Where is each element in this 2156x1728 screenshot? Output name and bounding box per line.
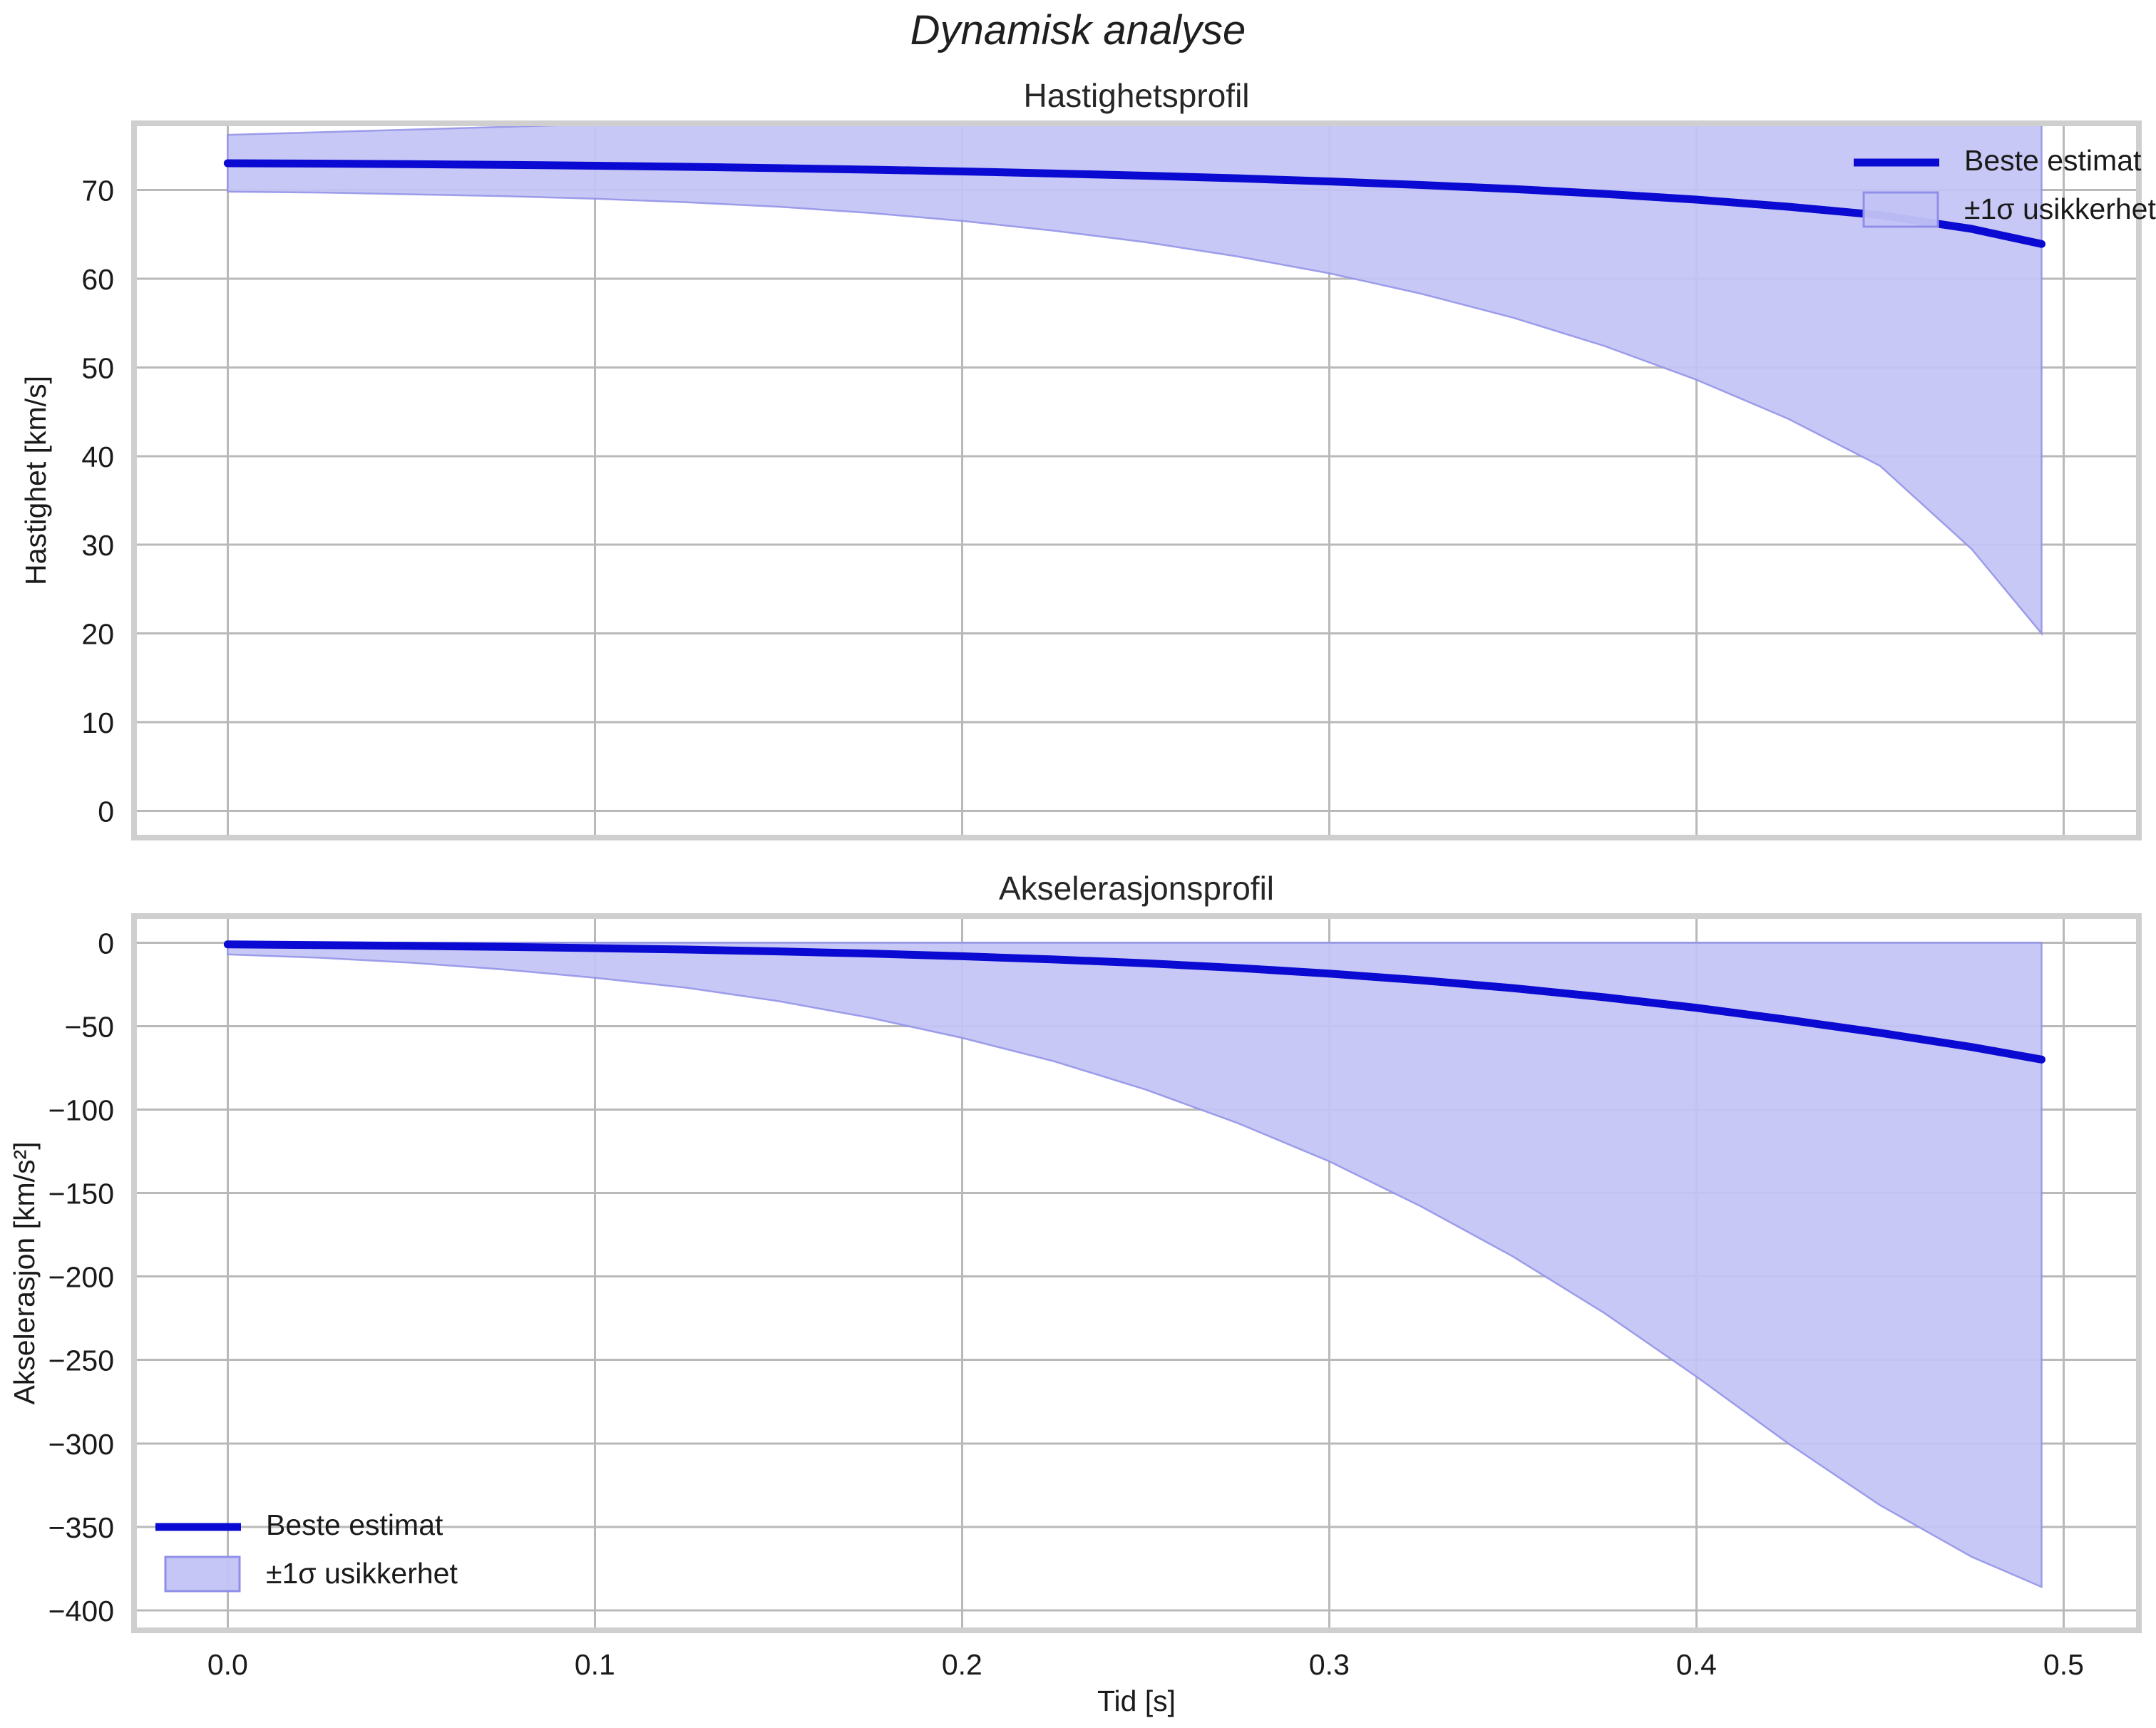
legend-band-swatch (164, 1555, 241, 1593)
legend-label-best-estimate: Beste estimat (266, 1508, 443, 1541)
ytick-label: −200 (48, 1261, 114, 1294)
ytick-label: −350 (48, 1511, 114, 1544)
best-estimate-line (223, 940, 2046, 1064)
x-axis-label: Tid [s] (1097, 1685, 1176, 1717)
xtick-labels-acceleration: 0.0 0.1 0.2 0.3 0.4 0.5 (207, 1648, 2084, 1681)
subplot-hastighetsprofil: Hastighetsprofil 0 10 20 30 40 50 60 70 Hastigh… (19, 77, 2156, 840)
ytick-label: 60 (81, 263, 114, 296)
ytick-label: −150 (48, 1178, 114, 1210)
ytick-label: 10 (81, 706, 114, 739)
axes-frame-velocity (131, 120, 2142, 840)
ytick-labels-velocity: 0 10 20 30 40 50 60 70 (81, 174, 114, 828)
subplot-title-velocity: Hastighetsprofil (1023, 77, 1249, 114)
ytick-label: 50 (81, 351, 114, 384)
xtick-label: 0.2 (942, 1648, 982, 1681)
best-estimate-line (223, 159, 2046, 248)
xtick-label: 0.1 (575, 1648, 615, 1681)
ytick-label: −300 (48, 1428, 114, 1461)
ytick-label: −50 (64, 1011, 114, 1044)
xtick-label: 0.4 (1676, 1648, 1717, 1681)
ytick-label: 40 (81, 441, 114, 473)
ytick-label: 70 (81, 174, 114, 207)
xtick-label: 0.3 (1309, 1648, 1350, 1681)
subplot-title-acceleration: Akselerasjonsprofil (999, 870, 1274, 907)
xtick-label: 0.0 (207, 1648, 248, 1681)
clipped-data-group (223, 123, 2046, 637)
ytick-labels-acceleration: 0 −50 −100 −150 −200 −250 −300 −350 −400 (48, 927, 114, 1627)
legend-label-uncertainty: ±1σ usikkerhet (266, 1557, 458, 1590)
legend-label-uncertainty: ±1σ usikkerhet (1964, 192, 2156, 225)
ytick-label: −100 (48, 1094, 114, 1127)
legend-label-best-estimate: Beste estimat (1964, 144, 2142, 177)
axes-frame-acceleration (131, 913, 2142, 1633)
subplot-akselerasjonsprofil: Akselerasjonsprofil 0 −50 −100 −150 −200 −250… (8, 870, 2142, 1717)
legend-band-swatch (1862, 191, 1939, 228)
uncertainty-band (227, 123, 2043, 637)
y-axis-label-velocity: Hastighet [km/s] (19, 376, 52, 585)
ytick-label: −250 (48, 1344, 114, 1377)
ytick-label: −400 (48, 1595, 114, 1627)
uncertainty-band (227, 942, 2043, 1589)
legend-velocity[interactable]: Beste estimat ±1σ usikkerhet (1854, 144, 2156, 228)
plot-data-velocity (223, 123, 2046, 637)
ytick-label: 0 (98, 927, 114, 960)
clipped-data-group (223, 940, 2046, 1589)
xtick-label: 0.5 (2043, 1648, 2084, 1681)
figure-suptitle: Dynamisk analyse (910, 7, 1246, 53)
ytick-label: 30 (81, 529, 114, 562)
y-axis-label-acceleration: Akselerasjon [km/s²] (8, 1141, 41, 1404)
plot-data-acceleration (223, 940, 2046, 1589)
ytick-label: 0 (98, 796, 114, 828)
ytick-label: 20 (81, 618, 114, 651)
legend-acceleration[interactable]: Beste estimat ±1σ usikkerhet (155, 1508, 458, 1593)
